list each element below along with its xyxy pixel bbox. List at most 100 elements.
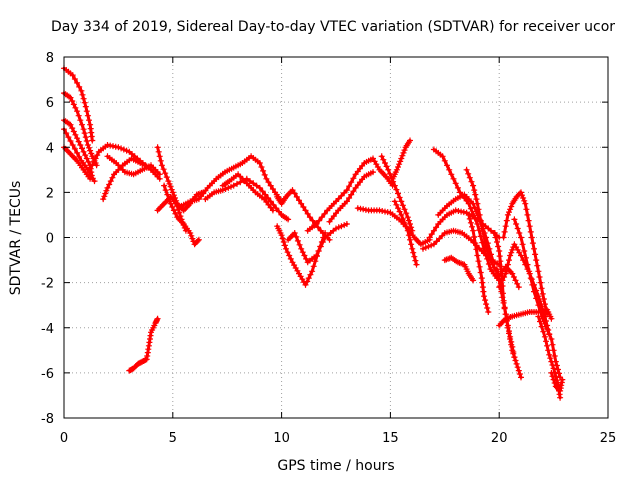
- data-point: [309, 268, 316, 275]
- data-point: [430, 227, 437, 234]
- data-point: [496, 253, 503, 260]
- data-point: [494, 239, 500, 245]
- grid-lines: [64, 57, 608, 418]
- data-point: [79, 145, 85, 152]
- data-point: [503, 266, 510, 273]
- data-point: [519, 192, 525, 199]
- data-point: [391, 198, 398, 205]
- data-point: [313, 252, 320, 259]
- data-point: [540, 296, 547, 302]
- data-point: [385, 166, 392, 173]
- data-point: [341, 222, 348, 229]
- data-point: [72, 131, 79, 138]
- data-point: [163, 174, 170, 181]
- data-point: [485, 309, 492, 315]
- x-tick-label: 20: [491, 431, 508, 446]
- data-point: [341, 189, 348, 196]
- series-track-30: [465, 211, 492, 315]
- data-point: [559, 376, 566, 383]
- data-point: [506, 328, 512, 335]
- data-point: [512, 277, 519, 284]
- data-point: [316, 217, 323, 224]
- data-point: [343, 198, 350, 205]
- data-point: [175, 206, 182, 213]
- data-point: [333, 225, 339, 232]
- data-point: [398, 211, 405, 218]
- data-point: [535, 313, 542, 320]
- data-point: [555, 366, 561, 373]
- data-point: [533, 257, 540, 264]
- series-track-05: [61, 144, 94, 182]
- data-point: [300, 204, 307, 210]
- data-point: [100, 196, 107, 203]
- data-point: [524, 211, 531, 218]
- data-point: [452, 180, 459, 187]
- data-point: [237, 179, 244, 186]
- data-point: [476, 263, 483, 270]
- data-point: [176, 209, 183, 216]
- data-point: [407, 221, 413, 227]
- data-point: [309, 217, 316, 224]
- data-point: [526, 223, 533, 230]
- y-tick-label: -8: [41, 412, 54, 427]
- data-point: [399, 202, 406, 209]
- data-point: [160, 166, 167, 173]
- data-point: [86, 117, 92, 124]
- data-point: [350, 188, 357, 195]
- data-point: [473, 246, 480, 253]
- data-point: [401, 147, 408, 154]
- data-point: [430, 241, 437, 248]
- data-point: [514, 225, 521, 232]
- data-point: [409, 245, 416, 252]
- data-point: [514, 364, 521, 371]
- data-point: [509, 270, 516, 277]
- data-point: [535, 302, 542, 309]
- data-point: [303, 255, 310, 262]
- data-point: [527, 228, 534, 235]
- data-point: [428, 242, 435, 249]
- data-point: [258, 164, 265, 170]
- data-point: [508, 249, 515, 256]
- series-track-34: [500, 189, 551, 318]
- data-point: [84, 112, 91, 119]
- data-point: [156, 153, 163, 160]
- data-point: [407, 236, 413, 243]
- data-point: [549, 362, 556, 368]
- data-point: [85, 158, 92, 165]
- data-point: [315, 248, 322, 254]
- data-point: [532, 251, 539, 258]
- data-point: [313, 221, 320, 227]
- data-point: [265, 179, 272, 186]
- data-point: [477, 217, 484, 224]
- data-point: [304, 278, 311, 285]
- data-point: [511, 354, 518, 361]
- data-point: [469, 223, 475, 230]
- data-point: [89, 137, 96, 144]
- data-point: [540, 328, 547, 335]
- data-point: [267, 182, 274, 189]
- data-series: [61, 65, 566, 401]
- data-point: [256, 160, 263, 166]
- series-track-11: [161, 182, 202, 248]
- data-point: [302, 207, 309, 214]
- data-point: [155, 148, 162, 155]
- data-point: [405, 232, 412, 239]
- data-point: [512, 357, 519, 364]
- data-point: [395, 164, 401, 170]
- data-point: [92, 155, 99, 162]
- data-point: [492, 234, 499, 241]
- data-point: [82, 134, 89, 141]
- data-point: [546, 351, 553, 358]
- data-point: [537, 318, 543, 325]
- data-point: [67, 138, 74, 144]
- data-point: [293, 233, 300, 240]
- series-track-21: [378, 153, 416, 234]
- data-point: [496, 284, 503, 291]
- data-point: [521, 248, 528, 254]
- data-point: [102, 190, 109, 197]
- data-point: [109, 174, 116, 181]
- data-point: [472, 191, 479, 198]
- data-point: [548, 336, 555, 342]
- data-point: [544, 325, 551, 332]
- data-point: [393, 186, 400, 193]
